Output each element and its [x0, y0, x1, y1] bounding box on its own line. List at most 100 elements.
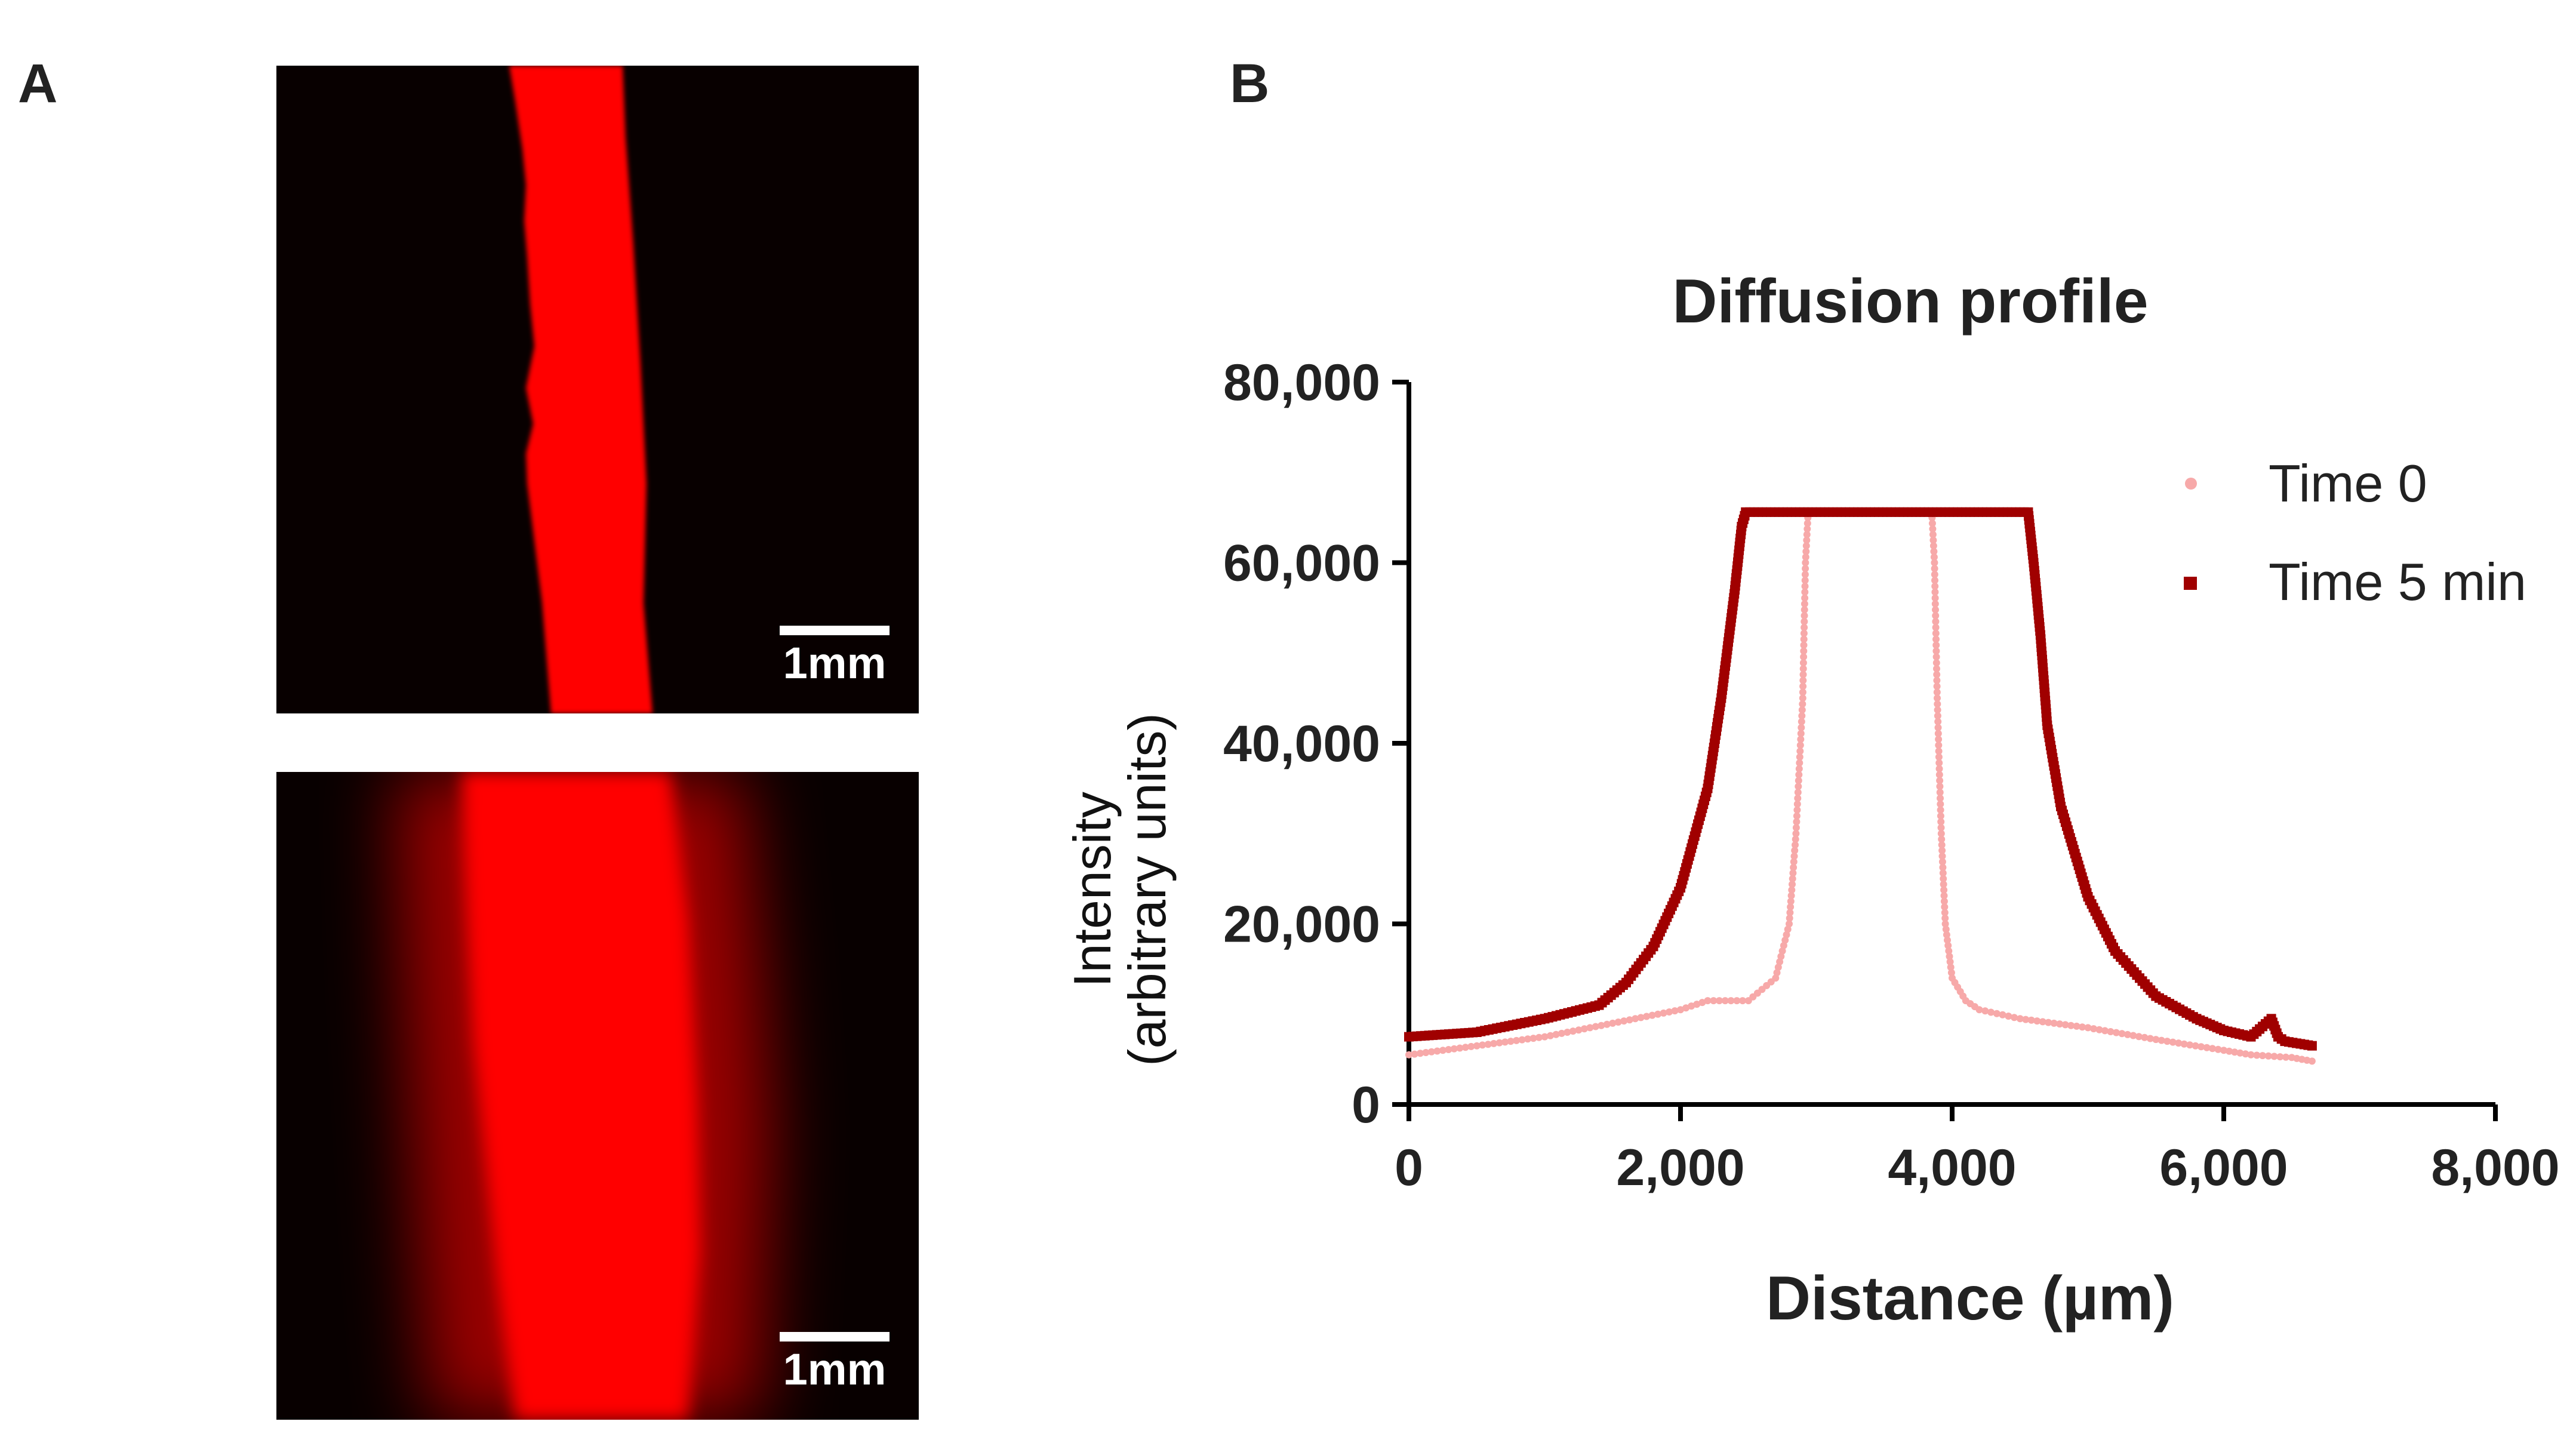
data-point [1603, 1020, 1611, 1028]
data-point [1792, 835, 1799, 843]
data-point [2039, 1018, 2046, 1026]
data-point [1940, 886, 1948, 894]
data-point [2226, 1047, 2233, 1055]
data-point [1795, 765, 1803, 773]
data-point [1932, 659, 1940, 667]
data-point [1433, 1047, 1441, 1055]
data-point [1940, 892, 1948, 900]
data-point [2270, 1053, 2278, 1060]
data-point [1802, 565, 1809, 573]
data-point [1580, 1025, 1588, 1033]
data-point [1800, 647, 1808, 655]
data-point [1790, 853, 1798, 860]
data-point [2209, 1045, 2216, 1053]
data-point [1792, 824, 1800, 832]
data-point [1934, 712, 1941, 719]
data-point [1801, 577, 1809, 584]
data-point [2214, 1045, 2222, 1053]
panel-label-b: B [1230, 53, 1270, 114]
data-point [1710, 997, 1718, 1005]
data-point [1698, 999, 1706, 1007]
data-point [1939, 864, 1947, 871]
data-point [1793, 806, 1801, 814]
data-point [1586, 1024, 1594, 1032]
chart-legend: Time 0 Time 5 min [2184, 454, 2526, 611]
data-point [1803, 519, 1811, 527]
x-tick-label: 8,000 [2431, 1139, 2559, 1196]
x-tick-label: 4,000 [1888, 1139, 2016, 1196]
data-point [1792, 830, 1800, 838]
x-axis-label: Distance (µm) [1766, 1264, 2174, 1333]
diffusion-profile-chart: Diffusion profile 0 2,000 4,000 6,000 8,0000… [1063, 267, 2560, 1333]
data-point [2056, 1020, 2064, 1028]
data-point [1937, 818, 1945, 826]
data-point [1938, 841, 1946, 849]
micrograph-time0: 1mm [276, 66, 919, 713]
data-point [1787, 892, 1795, 900]
data-point [2118, 1030, 2126, 1038]
data-point [2169, 1038, 2177, 1046]
data-point [1937, 806, 1944, 814]
data-point [1935, 753, 1943, 761]
data-point [1564, 1029, 1571, 1036]
data-point [2005, 1013, 2012, 1020]
data-point [1937, 795, 1944, 802]
data-point [1934, 718, 1942, 725]
data-point [1660, 1009, 1667, 1017]
data-point [1944, 936, 1951, 944]
data-point [1800, 641, 1808, 649]
data-point [1773, 969, 1781, 977]
data-point [1929, 525, 1937, 533]
data-point [2079, 1023, 2086, 1031]
data-point [1932, 624, 1940, 631]
series-time0 [1405, 508, 2316, 1065]
data-point [1666, 1008, 1673, 1016]
data-point [2163, 1038, 2171, 1045]
data-point [1513, 1036, 1521, 1044]
data-point [1716, 997, 1723, 1005]
data-point [1796, 753, 1803, 761]
data-point [1799, 665, 1807, 673]
data-point [1937, 812, 1944, 820]
data-point [1938, 853, 1946, 860]
data-point [1975, 1006, 1983, 1014]
data-point [1626, 1016, 1633, 1024]
data-point [1637, 1014, 1645, 1022]
data-point [1938, 858, 1946, 866]
data-point [1501, 1038, 1509, 1046]
data-point [1993, 1010, 2001, 1017]
data-point [1794, 789, 1802, 796]
data-point [1799, 700, 1806, 708]
data-point [1614, 1019, 1622, 1026]
data-point [2073, 1022, 2081, 1030]
data-point [1682, 1004, 1690, 1012]
scale-bar-bottom [780, 1332, 890, 1342]
data-point [1671, 1007, 1679, 1015]
data-point [1796, 747, 1804, 755]
data-point [1795, 771, 1803, 779]
data-point [1552, 1030, 1560, 1038]
scale-bar-top [780, 626, 890, 635]
data-point [1936, 777, 1944, 784]
data-point [1704, 997, 1712, 1005]
series-time5min [1404, 507, 2317, 1051]
data-point [1930, 547, 1938, 555]
data-point [1931, 559, 1938, 567]
x-tick-label: 6,000 [2159, 1139, 2288, 1196]
data-point [2198, 1043, 2205, 1051]
data-point [1790, 864, 1798, 871]
data-point [1801, 571, 1809, 579]
data-point [1794, 795, 1802, 802]
data-point [1473, 1042, 1481, 1050]
data-point [1932, 606, 1939, 614]
data-point [1632, 1015, 1639, 1023]
x-tick-label: 0 [1395, 1139, 1423, 1196]
data-point [1941, 915, 1949, 922]
data-point [1942, 925, 1950, 933]
data-point [1932, 641, 1940, 649]
data-point [1799, 670, 1807, 678]
x-tick-label: 2,000 [1616, 1139, 1744, 1196]
data-point [1941, 920, 1949, 928]
data-point [1932, 629, 1940, 637]
micrograph-time5min: 1mm [276, 772, 919, 1420]
